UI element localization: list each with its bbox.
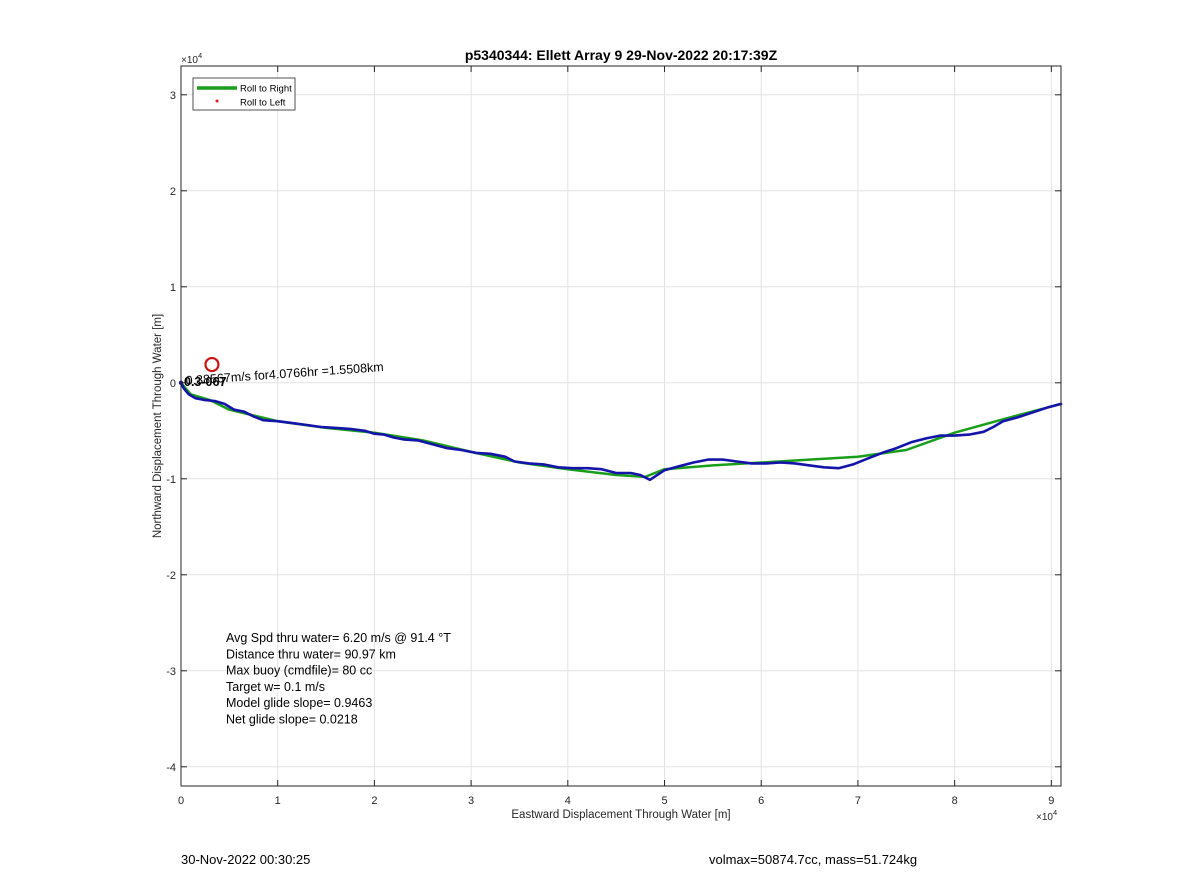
x-tick-label: 4 [565,795,571,807]
stats-line: Net glide slope= 0.0218 [226,713,358,727]
x-tick-label: 5 [661,795,667,807]
legend-box [192,77,296,111]
overlap-label: 0.3-067 [184,375,226,389]
axes-box [180,65,1062,787]
x-exponent: ×104 [1036,808,1057,823]
footer-summary: volmax=50874.7cc, mass=51.724kg [709,852,918,867]
legend: Roll to Right Roll to Left [192,77,296,111]
y-tick-label: -3 [166,666,176,678]
legend-dot-roll-left [215,99,219,103]
x-tick-label: 8 [952,795,958,807]
y-tick-label: 2 [170,186,176,198]
y-tick-label: -4 [166,762,176,774]
x-tick-label: 9 [1048,795,1054,807]
y-tick-label: -2 [166,570,176,582]
y-tick-label: 3 [170,90,176,102]
y-tick-label: 0 [170,378,176,390]
stats-line: Max buoy (cmdfile)= 80 cc [226,664,372,678]
legend-label-roll-right: Roll to Right [240,84,292,95]
legend-label-roll-left: Roll to Left [240,98,286,109]
series-line-track [179,381,1063,482]
footer-date: 30-Nov-2022 00:30:25 [181,852,311,867]
stats-line: Distance thru water= 90.97 km [226,647,396,661]
x-tick-label: 2 [371,795,377,807]
series-line-roll-right [179,381,1063,479]
marker-circle [204,356,220,373]
grid [180,66,1061,786]
x-tick-label: 6 [758,795,764,807]
stats-box: Avg Spd thru water= 6.20 m/s @ 91.4 °T Di… [226,631,451,727]
x-tick-label: 0 [178,795,184,807]
stats-line: Avg Spd thru water= 6.20 m/s @ 91.4 °T [226,631,451,645]
x-tick-label: 7 [855,795,861,807]
y-tick-label: -1 [166,474,176,486]
y-axis-label: Northward Displacement Through Water [m] [152,314,164,538]
stats-line: Target w= 0.1 m/s [226,680,325,694]
x-axis-label: Eastward Displacement Through Water [m] [511,809,730,821]
y-tick-label: 1 [170,282,176,294]
x-tick-label: 3 [468,795,474,807]
y-exponent: ×104 [181,51,202,66]
stats-line: Model glide slope= 0.9463 [226,696,372,710]
x-tick-label: 1 [275,795,281,807]
chart-title: p5340344: Ellett Array 9 29-Nov-2022 20:… [465,47,778,63]
